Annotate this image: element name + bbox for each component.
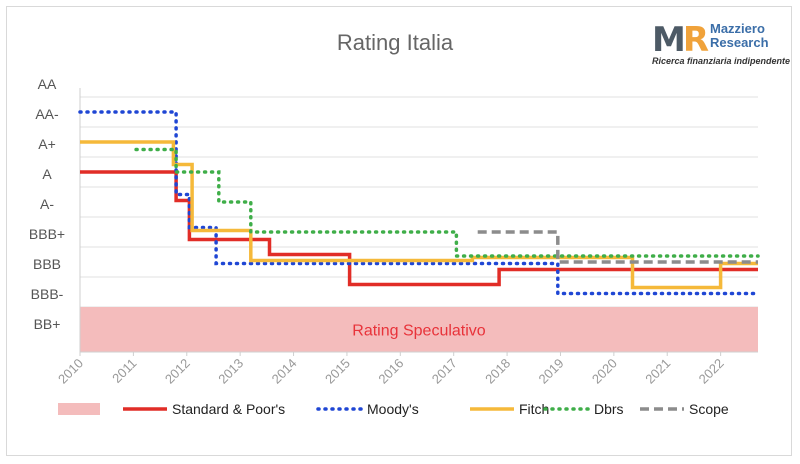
x-tick-label: 2020 [589,356,620,387]
x-tick-label: 2011 [109,356,139,386]
chart-frame [6,6,792,456]
y-tick-label: BBB+ [29,226,65,242]
legend-label: Fitch [519,401,549,417]
y-tick-label: BBB [33,256,61,272]
series-line-moody-s [78,110,760,296]
x-tick-label: 2016 [375,356,406,387]
logo-mark-r: R [682,20,709,60]
series-line-standard-poor-s [80,170,758,287]
y-tick-label: A+ [38,136,56,152]
y-tick-label: A [42,166,52,182]
logo-tagline: Ricerca finanziaria indipendente [652,56,791,66]
x-tick-label: 2010 [55,356,86,387]
x-tick-label: 2014 [269,356,300,387]
x-tick-label: 2022 [696,356,727,387]
legend-label: Scope [689,401,729,417]
logo-name-line2: Research [710,35,769,50]
speculative-band-label: Rating Speculativo [352,323,486,340]
logo-name-line1: Mazziero [710,21,765,36]
x-tick-label: 2019 [536,356,567,387]
x-tick-label: 2012 [162,356,193,387]
y-tick-label: AA [38,76,57,92]
logo-mark-m: M [652,20,686,60]
series-line-fitch [80,140,758,290]
legend-swatch-band [58,403,100,415]
speculative-band [80,307,758,352]
logo-mark: MR [652,20,709,60]
y-tick-label: BBB- [31,286,64,302]
logo-name: Mazziero Research [710,22,769,50]
x-tick-label: 2021 [642,356,673,387]
series-line-dbrs [134,147,760,258]
legend-label: Dbrs [594,401,624,417]
logo: MR Mazziero Research Ricerca finanziaria… [652,18,790,68]
y-tick-label: A- [40,196,54,212]
y-tick-label: AA- [35,106,59,122]
x-tick-label: 2018 [482,356,513,387]
legend-label: Moody's [367,401,419,417]
y-tick-label: BB+ [34,316,61,332]
series-line-scope [477,230,758,264]
x-tick-label: 2015 [322,356,353,387]
chart-title: Rating Italia [337,30,454,55]
x-tick-label: 2017 [429,356,460,387]
legend-label: Standard & Poor's [172,401,285,417]
x-tick-label: 2013 [215,356,246,387]
